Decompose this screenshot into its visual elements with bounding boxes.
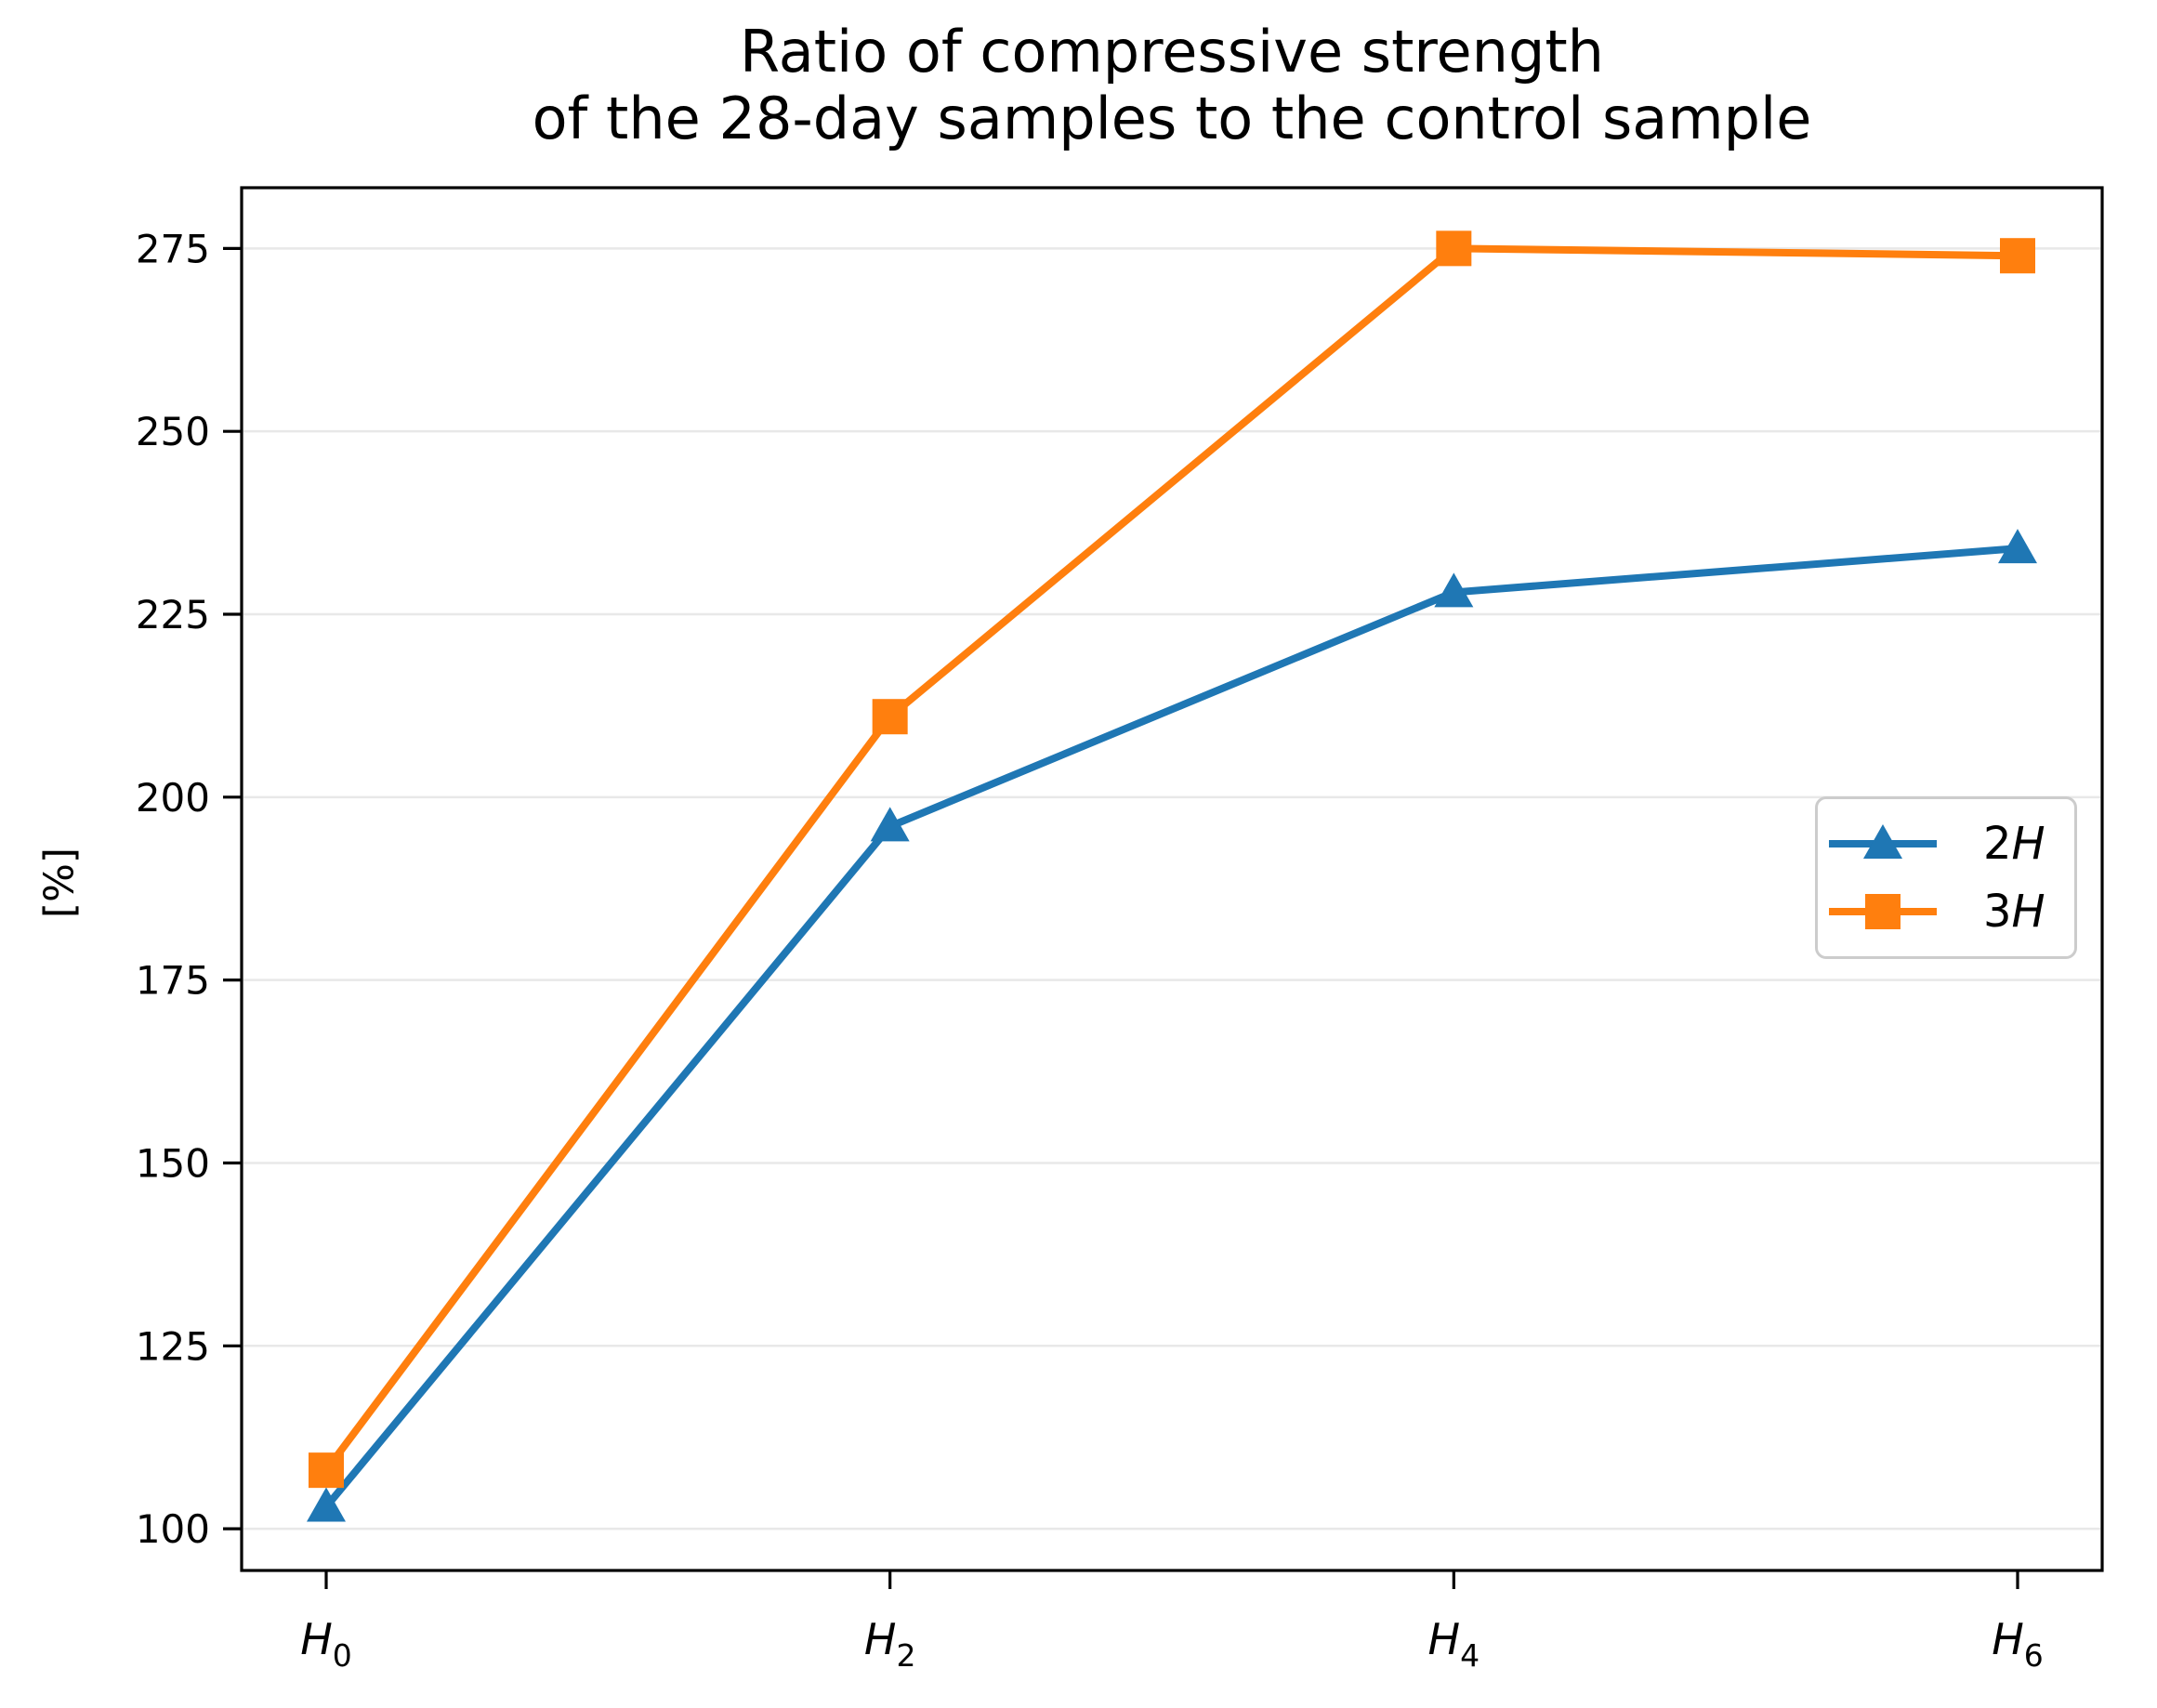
legend-item-3h: 3H [1825,886,2065,938]
series-line-3h [322,244,2019,1473]
legend-marker-3h [1829,894,1937,930]
x-tick-label-sub-1: 2 [896,1637,915,1674]
legend-label-3h-number: 3 [1983,886,2012,939]
chart-title-line-2: of the 28-day samples to the control sam… [532,85,1812,152]
series-line-2h [322,545,2019,1510]
y-tick-label-100: 100 [136,1506,210,1552]
x-tick-label-sub-0: 0 [333,1637,352,1674]
legend-label-3h: 3H [1983,886,2045,938]
y-tick-label-125: 125 [136,1323,210,1369]
y-tick-label-200: 200 [136,775,210,821]
legend-marker-2h [1829,823,1937,859]
legend: 2H 3H [1815,796,2077,959]
legend-label-2h-number: 2 [1983,817,2012,870]
y-tick-label-175: 175 [136,958,210,1004]
series-marker-2h-h0 [307,1487,346,1522]
plot-frame [240,186,2104,1572]
x-tick-label-sub-2: 4 [1460,1637,1480,1674]
series-marker-2h-h6 [1998,529,2037,564]
chart-title: Ratio of compressive strength of the 28-… [242,19,2102,152]
x-tick-label-3: H6 [1992,1614,2044,1674]
legend-label-2h: 2H [1983,818,2045,870]
series-marker-3h-h0 [309,1452,344,1489]
legend-label-3h-variable: H [2011,886,2045,939]
legend-label-2h-variable: H [2011,817,2045,870]
series-marker-3h-h4 [1436,230,1472,267]
y-tick-label-250: 250 [136,409,210,454]
legend-glyph-2h [1863,823,1902,859]
legend-glyph-3h [1865,894,1901,930]
y-tick-label-150: 150 [136,1140,210,1186]
x-tick-label-1: H2 [864,1614,916,1674]
series-marker-2h-h2 [870,807,910,842]
legend-item-2h: 2H [1825,818,2065,870]
series-marker-3h-h2 [872,699,908,735]
x-tick-label-2: H4 [1428,1614,1480,1674]
y-tick-label-225: 225 [136,592,210,637]
y-tick-label-275: 275 [136,226,210,271]
x-tick-label-0: H0 [300,1614,352,1674]
series-marker-3h-h6 [2000,238,2035,274]
x-tick-label-sub-3: 6 [2024,1637,2044,1674]
chart-title-line-1: Ratio of compressive strength [740,18,1604,85]
series-marker-2h-h4 [1434,572,1474,608]
